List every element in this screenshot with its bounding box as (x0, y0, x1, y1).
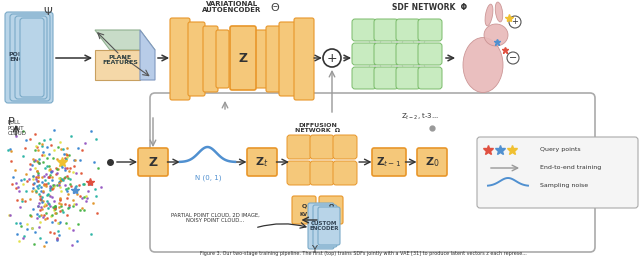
Text: End-to-end training: End-to-end training (540, 166, 601, 170)
Text: Sampling noise: Sampling noise (540, 183, 588, 188)
Text: Z: Z (148, 155, 157, 169)
Text: PARTIAL POINT CLOUD, 2D IMAGE,
NOISY POINT CLOUD...: PARTIAL POINT CLOUD, 2D IMAGE, NOISY POI… (171, 213, 259, 223)
Text: Z$_{t-1}$: Z$_{t-1}$ (376, 155, 402, 169)
FancyBboxPatch shape (374, 19, 398, 41)
FancyBboxPatch shape (374, 43, 398, 65)
Polygon shape (95, 50, 140, 80)
Text: SDF NETWORK  Φ: SDF NETWORK Φ (392, 4, 468, 13)
FancyBboxPatch shape (287, 135, 311, 159)
FancyBboxPatch shape (333, 161, 357, 185)
FancyBboxPatch shape (10, 14, 50, 101)
Text: FULL
POINT
CLOUD: FULL POINT CLOUD (8, 120, 27, 136)
Text: Query points: Query points (540, 148, 580, 152)
FancyBboxPatch shape (188, 22, 205, 96)
Text: P: P (8, 117, 15, 127)
Text: KV: KV (300, 213, 308, 217)
Ellipse shape (495, 2, 503, 22)
Ellipse shape (463, 38, 503, 93)
FancyBboxPatch shape (170, 18, 190, 100)
Circle shape (507, 52, 519, 64)
FancyBboxPatch shape (279, 22, 296, 96)
FancyBboxPatch shape (203, 26, 218, 92)
Text: Ψ: Ψ (44, 7, 52, 17)
Text: Z$_t$: Z$_t$ (255, 155, 269, 169)
Circle shape (323, 49, 341, 67)
FancyBboxPatch shape (294, 18, 314, 100)
FancyBboxPatch shape (418, 43, 442, 65)
Text: +: + (326, 51, 337, 65)
FancyBboxPatch shape (266, 26, 281, 92)
Text: POINTNET
ENCODER: POINTNET ENCODER (8, 52, 44, 62)
FancyBboxPatch shape (396, 67, 420, 89)
FancyBboxPatch shape (313, 205, 337, 247)
FancyBboxPatch shape (287, 161, 311, 185)
Circle shape (509, 16, 521, 28)
FancyBboxPatch shape (255, 30, 268, 88)
Text: DIFFUSION
NETWORK  Ω: DIFFUSION NETWORK Ω (296, 123, 340, 133)
Polygon shape (95, 30, 155, 50)
FancyBboxPatch shape (333, 135, 357, 159)
FancyBboxPatch shape (308, 203, 334, 249)
FancyBboxPatch shape (138, 148, 168, 176)
Text: PLANE
FEATURES: PLANE FEATURES (102, 54, 138, 65)
Text: Q: Q (301, 204, 307, 208)
Polygon shape (140, 30, 155, 80)
FancyBboxPatch shape (292, 196, 316, 224)
Text: Z$_{t-2}$, t-3...: Z$_{t-2}$, t-3... (401, 112, 439, 122)
FancyBboxPatch shape (352, 19, 376, 41)
Text: Q: Q (328, 204, 333, 208)
Text: Υ: Υ (311, 245, 317, 255)
FancyBboxPatch shape (417, 148, 447, 176)
FancyBboxPatch shape (318, 207, 340, 245)
Text: Figure 3. Our two-stage training pipeline. The first (top) trains SDFs jointly w: Figure 3. Our two-stage training pipelin… (200, 251, 527, 255)
FancyBboxPatch shape (5, 12, 53, 103)
FancyBboxPatch shape (15, 16, 47, 99)
Text: VARIATIONAL
AUTOENCODER: VARIATIONAL AUTOENCODER (202, 1, 262, 14)
FancyBboxPatch shape (396, 43, 420, 65)
Text: KV: KV (327, 213, 335, 217)
FancyBboxPatch shape (477, 137, 638, 208)
FancyBboxPatch shape (418, 19, 442, 41)
FancyBboxPatch shape (418, 67, 442, 89)
FancyBboxPatch shape (310, 135, 334, 159)
FancyBboxPatch shape (374, 67, 398, 89)
Ellipse shape (485, 4, 493, 26)
FancyBboxPatch shape (352, 67, 376, 89)
Text: CUSTOM
ENCODER: CUSTOM ENCODER (309, 221, 339, 231)
FancyBboxPatch shape (230, 26, 256, 90)
Text: Z$_0$: Z$_0$ (425, 155, 439, 169)
FancyBboxPatch shape (396, 19, 420, 41)
FancyBboxPatch shape (352, 43, 376, 65)
Text: Θ: Θ (271, 3, 280, 13)
FancyBboxPatch shape (216, 30, 229, 88)
Text: −: − (509, 53, 517, 63)
Text: +: + (511, 17, 518, 26)
Ellipse shape (484, 24, 508, 46)
FancyBboxPatch shape (20, 18, 44, 97)
FancyBboxPatch shape (247, 148, 277, 176)
FancyBboxPatch shape (310, 161, 334, 185)
Text: Z: Z (239, 51, 248, 65)
Text: N (0, 1): N (0, 1) (195, 175, 221, 181)
FancyBboxPatch shape (319, 196, 343, 224)
FancyBboxPatch shape (372, 148, 406, 176)
